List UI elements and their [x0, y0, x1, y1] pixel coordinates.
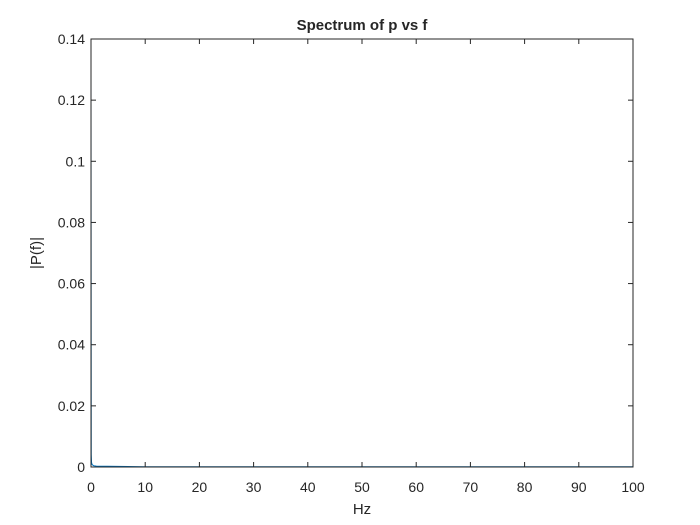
- y-tick-label: 0.14: [58, 31, 85, 47]
- series-layer: [90, 66, 633, 468]
- y-tick-label: 0.02: [58, 398, 85, 414]
- axes-box: [90, 38, 634, 468]
- y-tick-label: 0.06: [58, 276, 85, 292]
- x-tick-label: 80: [517, 479, 533, 495]
- x-tick-label: 10: [137, 479, 153, 495]
- y-tick-label: 0.1: [66, 153, 86, 169]
- x-axis-label: Hz: [353, 501, 371, 518]
- ticks-layer: 0 10 20 30 40 50 60 70 80 90 100 0 0.02 0.04 0.06 0.08 0…: [58, 31, 645, 495]
- y-tick-label: 0.12: [58, 92, 85, 108]
- y-tick-label: 0.04: [58, 337, 85, 353]
- x-tick-label: 60: [408, 479, 424, 495]
- series-line-0: [90, 66, 633, 468]
- y-tick-label: 0: [77, 459, 85, 475]
- x-tick-label: 100: [621, 479, 645, 495]
- chart-title: Spectrum of p vs f: [297, 17, 429, 34]
- x-tick-label: 40: [300, 479, 316, 495]
- y-tick-label: 0.08: [58, 214, 85, 230]
- x-tick-label: 30: [246, 479, 262, 495]
- x-tick-label: 0: [87, 479, 95, 495]
- x-tick-label: 50: [354, 479, 370, 495]
- x-tick-label: 70: [463, 479, 479, 495]
- x-tick-label: 90: [571, 479, 587, 495]
- x-tick-label: 20: [192, 479, 208, 495]
- y-axis-label: |P(f)|: [28, 237, 45, 269]
